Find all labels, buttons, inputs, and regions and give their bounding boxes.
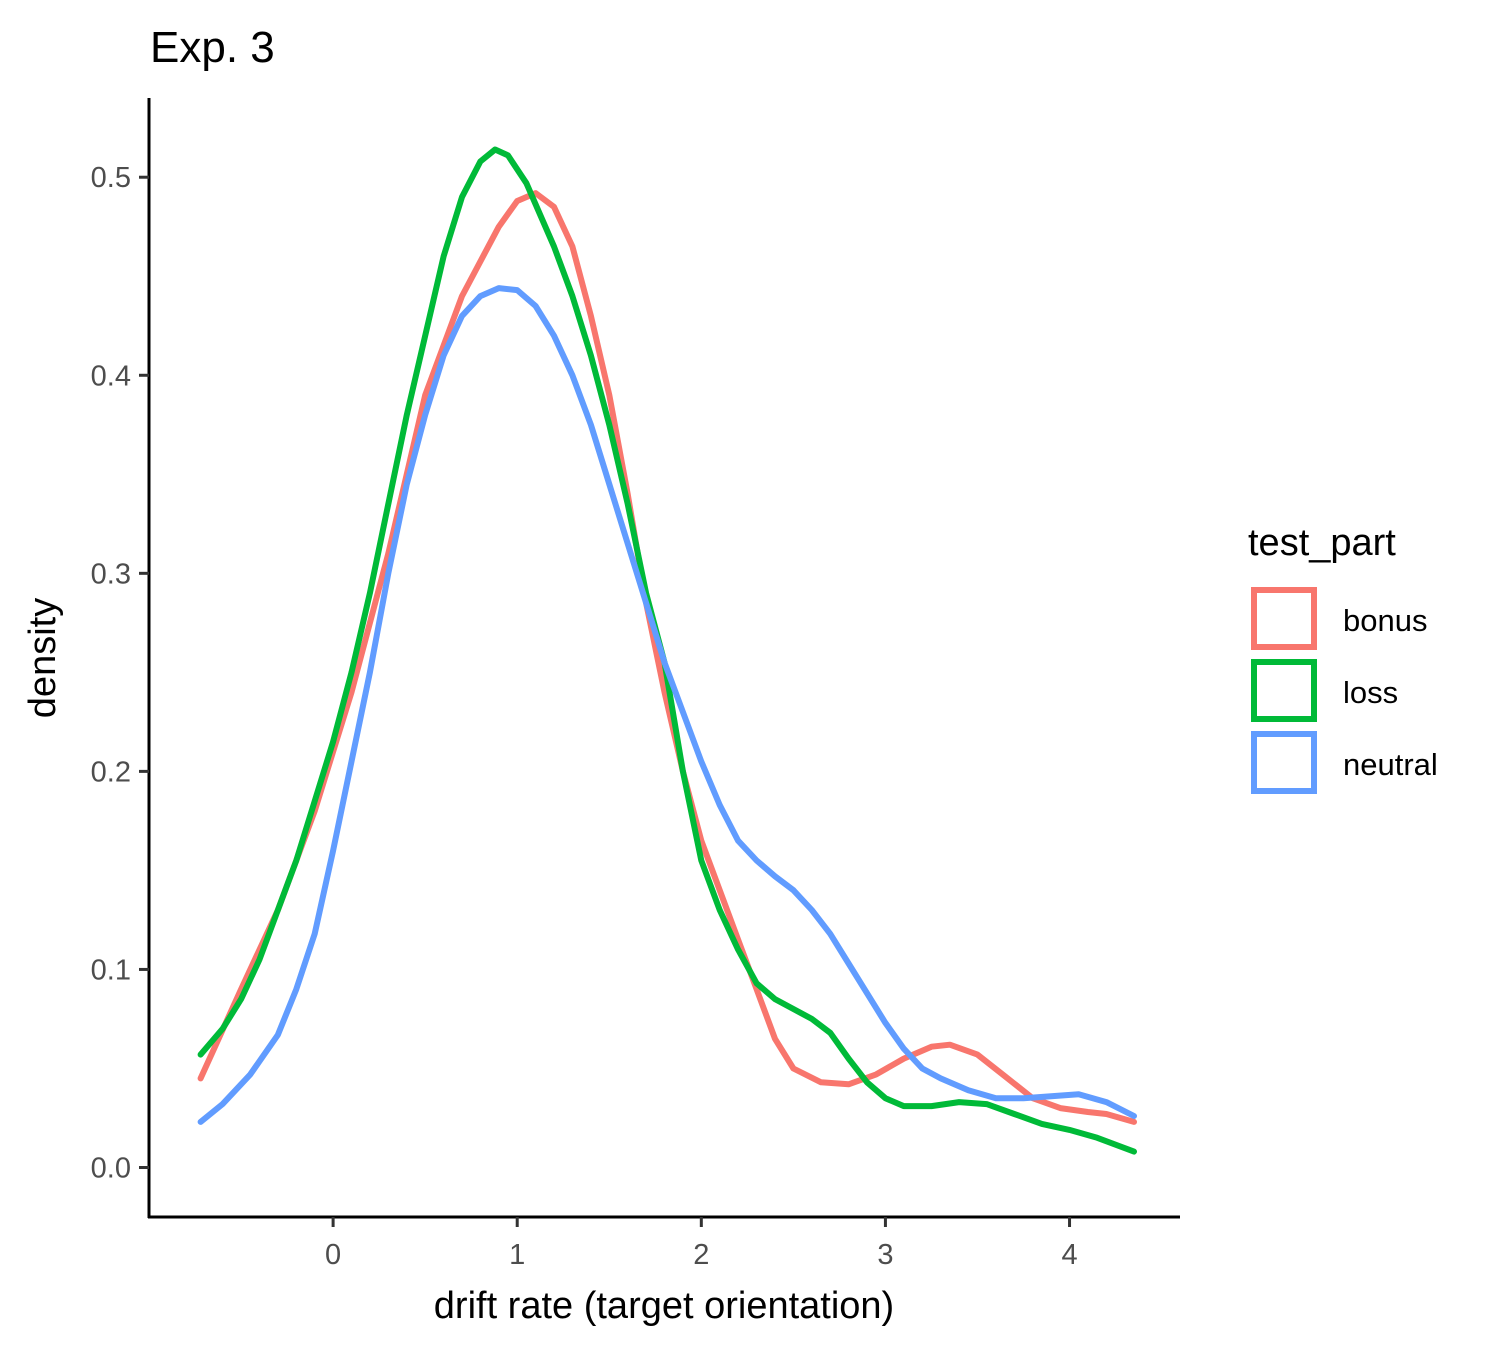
legend-label-bonus: bonus (1343, 603, 1427, 638)
x-axis-ticks: 0 1 2 3 4 (325, 1217, 1078, 1271)
y-tick-label: 0.0 (91, 1152, 131, 1184)
y-tick-label: 0.2 (91, 756, 131, 788)
y-axis-title: density (22, 598, 64, 718)
x-axis-title: drift rate (target orientation) (434, 1285, 894, 1327)
plot-panel: 0.0 0.1 0.2 0.3 0.4 0.5 0 1 2 3 4 (91, 98, 1180, 1271)
x-tick-label: 4 (1061, 1239, 1077, 1271)
y-tick-label: 0.1 (91, 954, 131, 986)
series-line-loss (197, 146, 1137, 1155)
legend-key-neutral (1251, 731, 1317, 794)
x-tick-label: 3 (877, 1239, 893, 1271)
series-line-bonus (197, 190, 1137, 1125)
series-line-neutral (197, 285, 1137, 1125)
legend-label-neutral: neutral (1343, 747, 1438, 782)
x-tick-label: 2 (693, 1239, 709, 1271)
y-axis-ticks: 0.0 0.1 0.2 0.3 0.4 0.5 (91, 162, 149, 1184)
legend: test_part bonus loss neutral (1248, 522, 1438, 794)
legend-label-loss: loss (1343, 675, 1398, 710)
chart-title: Exp. 3 (150, 23, 275, 72)
series-layer (197, 146, 1137, 1155)
y-tick-label: 0.5 (91, 162, 131, 194)
legend-items: bonus loss neutral (1251, 587, 1438, 794)
legend-title: test_part (1248, 522, 1396, 564)
legend-key-loss (1251, 659, 1317, 722)
x-tick-label: 1 (509, 1239, 525, 1271)
x-tick-label: 0 (325, 1239, 341, 1271)
y-tick-label: 0.4 (91, 360, 131, 392)
y-tick-label: 0.3 (91, 558, 131, 590)
legend-key-bonus (1251, 587, 1317, 650)
